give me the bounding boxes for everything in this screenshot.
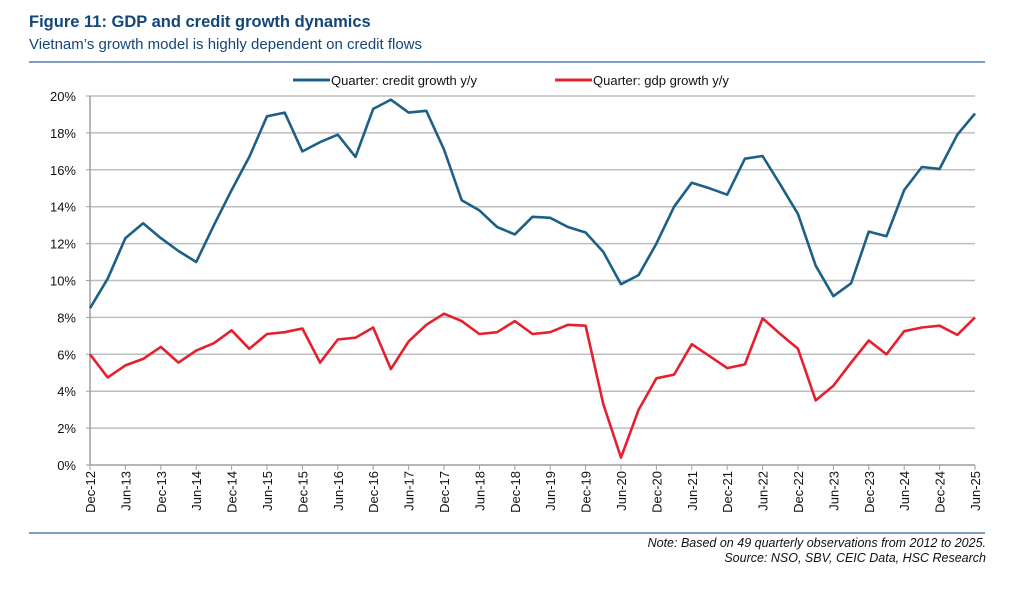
y-tick-label: 12%	[50, 237, 76, 252]
footer-source: Source: NSO, SBV, CEIC Data, HSC Researc…	[724, 551, 986, 565]
gridlines	[90, 95, 975, 429]
legend: Quarter: credit growth y/y Quarter: gdp …	[293, 73, 729, 88]
x-tick-label: Jun-23	[826, 471, 841, 511]
x-axis-tick-labels: Dec-12 Jun-13 Dec-13 Jun-14 Dec-14 Jun-15 Dec-…	[83, 471, 983, 513]
header-divider	[29, 61, 985, 63]
figure-title: Figure 11: GDP and credit growth dynamic…	[29, 13, 371, 31]
x-tick-label: Dec-14	[225, 471, 240, 513]
x-tick-label: Dec-23	[862, 471, 877, 513]
x-tick-label: Jun-13	[118, 471, 133, 511]
x-tick-label: Jun-18	[472, 471, 487, 511]
x-tick-label: Jun-20	[614, 471, 629, 511]
x-tick-label: Jun-21	[685, 471, 700, 511]
x-tick-label: Dec-16	[366, 471, 381, 513]
x-tick-label: Dec-17	[437, 471, 452, 513]
y-tick-label: 20%	[50, 89, 76, 104]
y-tick-label: 10%	[50, 274, 76, 289]
x-tick-label: Dec-24	[933, 471, 948, 513]
x-tick-label: Dec-12	[83, 471, 98, 513]
credit-growth-line	[88, 98, 976, 309]
axes	[86, 95, 976, 470]
x-tick-label: Jun-22	[756, 471, 771, 511]
y-tick-label: 2%	[57, 421, 76, 436]
y-tick-label: 8%	[57, 310, 76, 325]
x-tick-label: Dec-15	[295, 471, 310, 513]
x-tick-label: Dec-19	[579, 471, 594, 513]
y-tick-label: 0%	[57, 458, 76, 473]
x-tick-label: Jun-25	[968, 471, 983, 511]
x-tick-label: Dec-21	[720, 471, 735, 513]
x-tick-label: Jun-24	[897, 471, 912, 511]
x-tick-label: Dec-13	[154, 471, 169, 513]
legend-label-credit: Quarter: credit growth y/y	[331, 73, 477, 88]
footer-divider	[29, 532, 985, 534]
x-tick-label: Jun-19	[543, 471, 558, 511]
x-tick-label: Dec-20	[649, 471, 664, 513]
y-tick-label: 4%	[57, 384, 76, 399]
y-tick-label: 18%	[50, 126, 76, 141]
y-tick-label: 16%	[50, 163, 76, 178]
x-tick-label: Dec-22	[791, 471, 806, 513]
x-tick-label: Jun-14	[189, 471, 204, 511]
y-tick-label: 14%	[50, 200, 76, 215]
legend-label-gdp: Quarter: gdp growth y/y	[593, 73, 729, 88]
x-tick-label: Dec-18	[508, 471, 523, 513]
y-axis-tick-labels: 0% 2% 4% 6% 8% 10% 12% 14% 16% 18% 20%	[50, 89, 76, 473]
y-tick-label: 6%	[57, 347, 76, 362]
x-tick-label: Jun-16	[331, 471, 346, 511]
series-lines	[88, 98, 976, 459]
footer-note: Note: Based on 49 quarterly observations…	[647, 536, 986, 550]
gdp-growth-line	[88, 312, 976, 459]
x-tick-label: Jun-15	[260, 471, 275, 511]
figure-subtitle: Vietnam’s growth model is highly depende…	[29, 36, 423, 53]
x-tick-label: Jun-17	[402, 471, 417, 511]
